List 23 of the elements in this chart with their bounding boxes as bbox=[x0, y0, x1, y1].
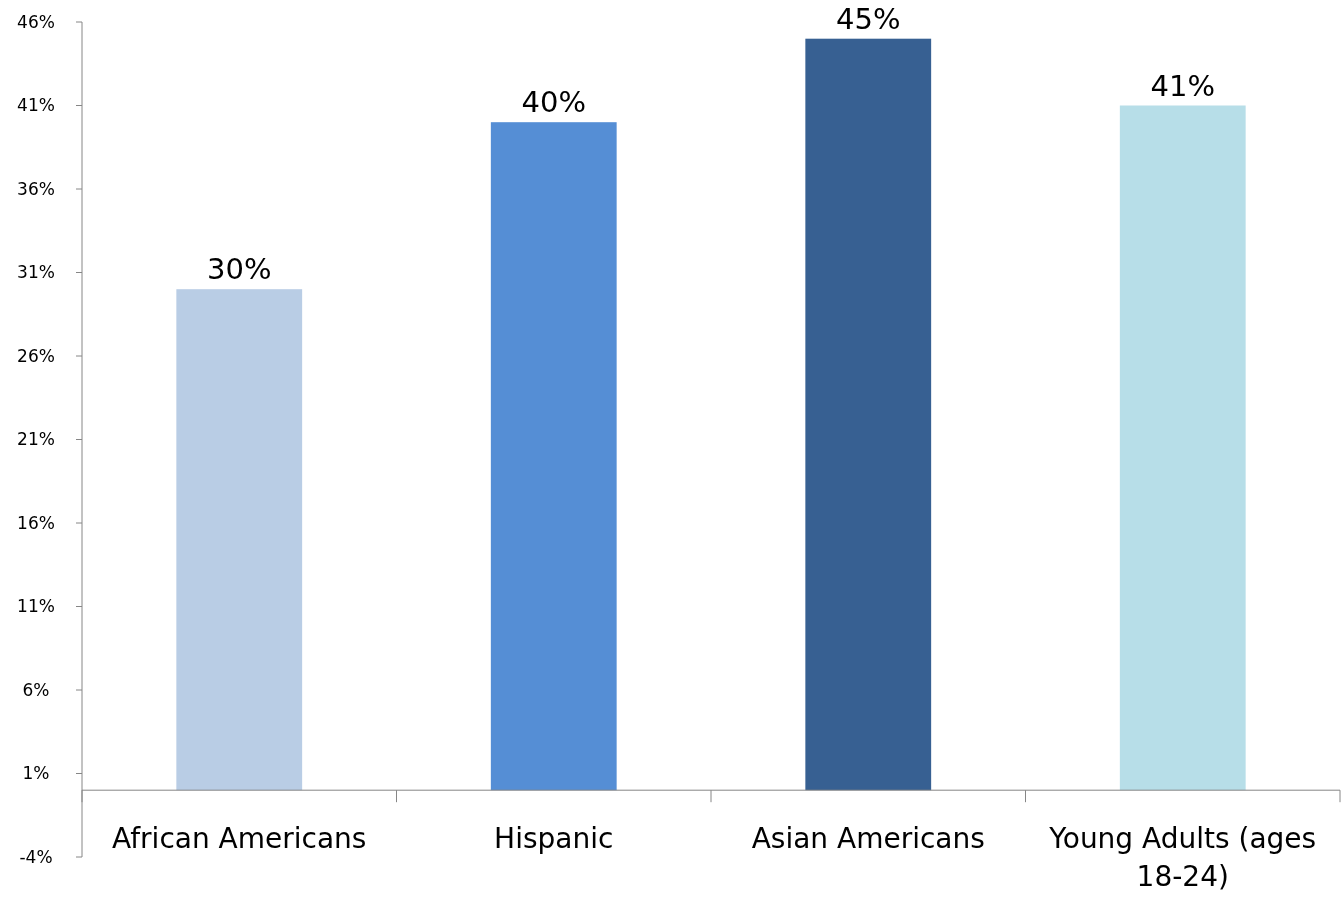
data-label: 40% bbox=[521, 85, 586, 120]
x-tick-label: African Americans bbox=[112, 822, 367, 856]
y-tick-label: -4% bbox=[19, 846, 53, 867]
bar bbox=[176, 289, 303, 791]
y-tick-label: 1% bbox=[22, 763, 50, 784]
y-tick-label: 21% bbox=[17, 429, 55, 450]
data-label: 30% bbox=[207, 252, 272, 287]
y-tick-label: 36% bbox=[17, 178, 55, 199]
bar bbox=[805, 38, 932, 791]
y-tick-label: 31% bbox=[17, 262, 55, 283]
bar bbox=[490, 122, 617, 791]
y-tick-label: 46% bbox=[17, 11, 55, 32]
bar bbox=[1119, 105, 1246, 791]
y-tick-label: 11% bbox=[17, 596, 55, 617]
x-tick-label: Asian Americans bbox=[751, 822, 985, 856]
y-tick-label: 16% bbox=[17, 512, 55, 533]
x-tick-label: Hispanic bbox=[494, 822, 614, 856]
y-tick-label: 41% bbox=[17, 95, 55, 116]
x-tick-label: Young Adults (ages 18-24) bbox=[1048, 822, 1317, 894]
y-tick-label: 26% bbox=[17, 345, 55, 366]
data-label: 45% bbox=[836, 1, 901, 36]
data-label: 41% bbox=[1150, 68, 1215, 103]
y-tick-label: 6% bbox=[22, 679, 50, 700]
